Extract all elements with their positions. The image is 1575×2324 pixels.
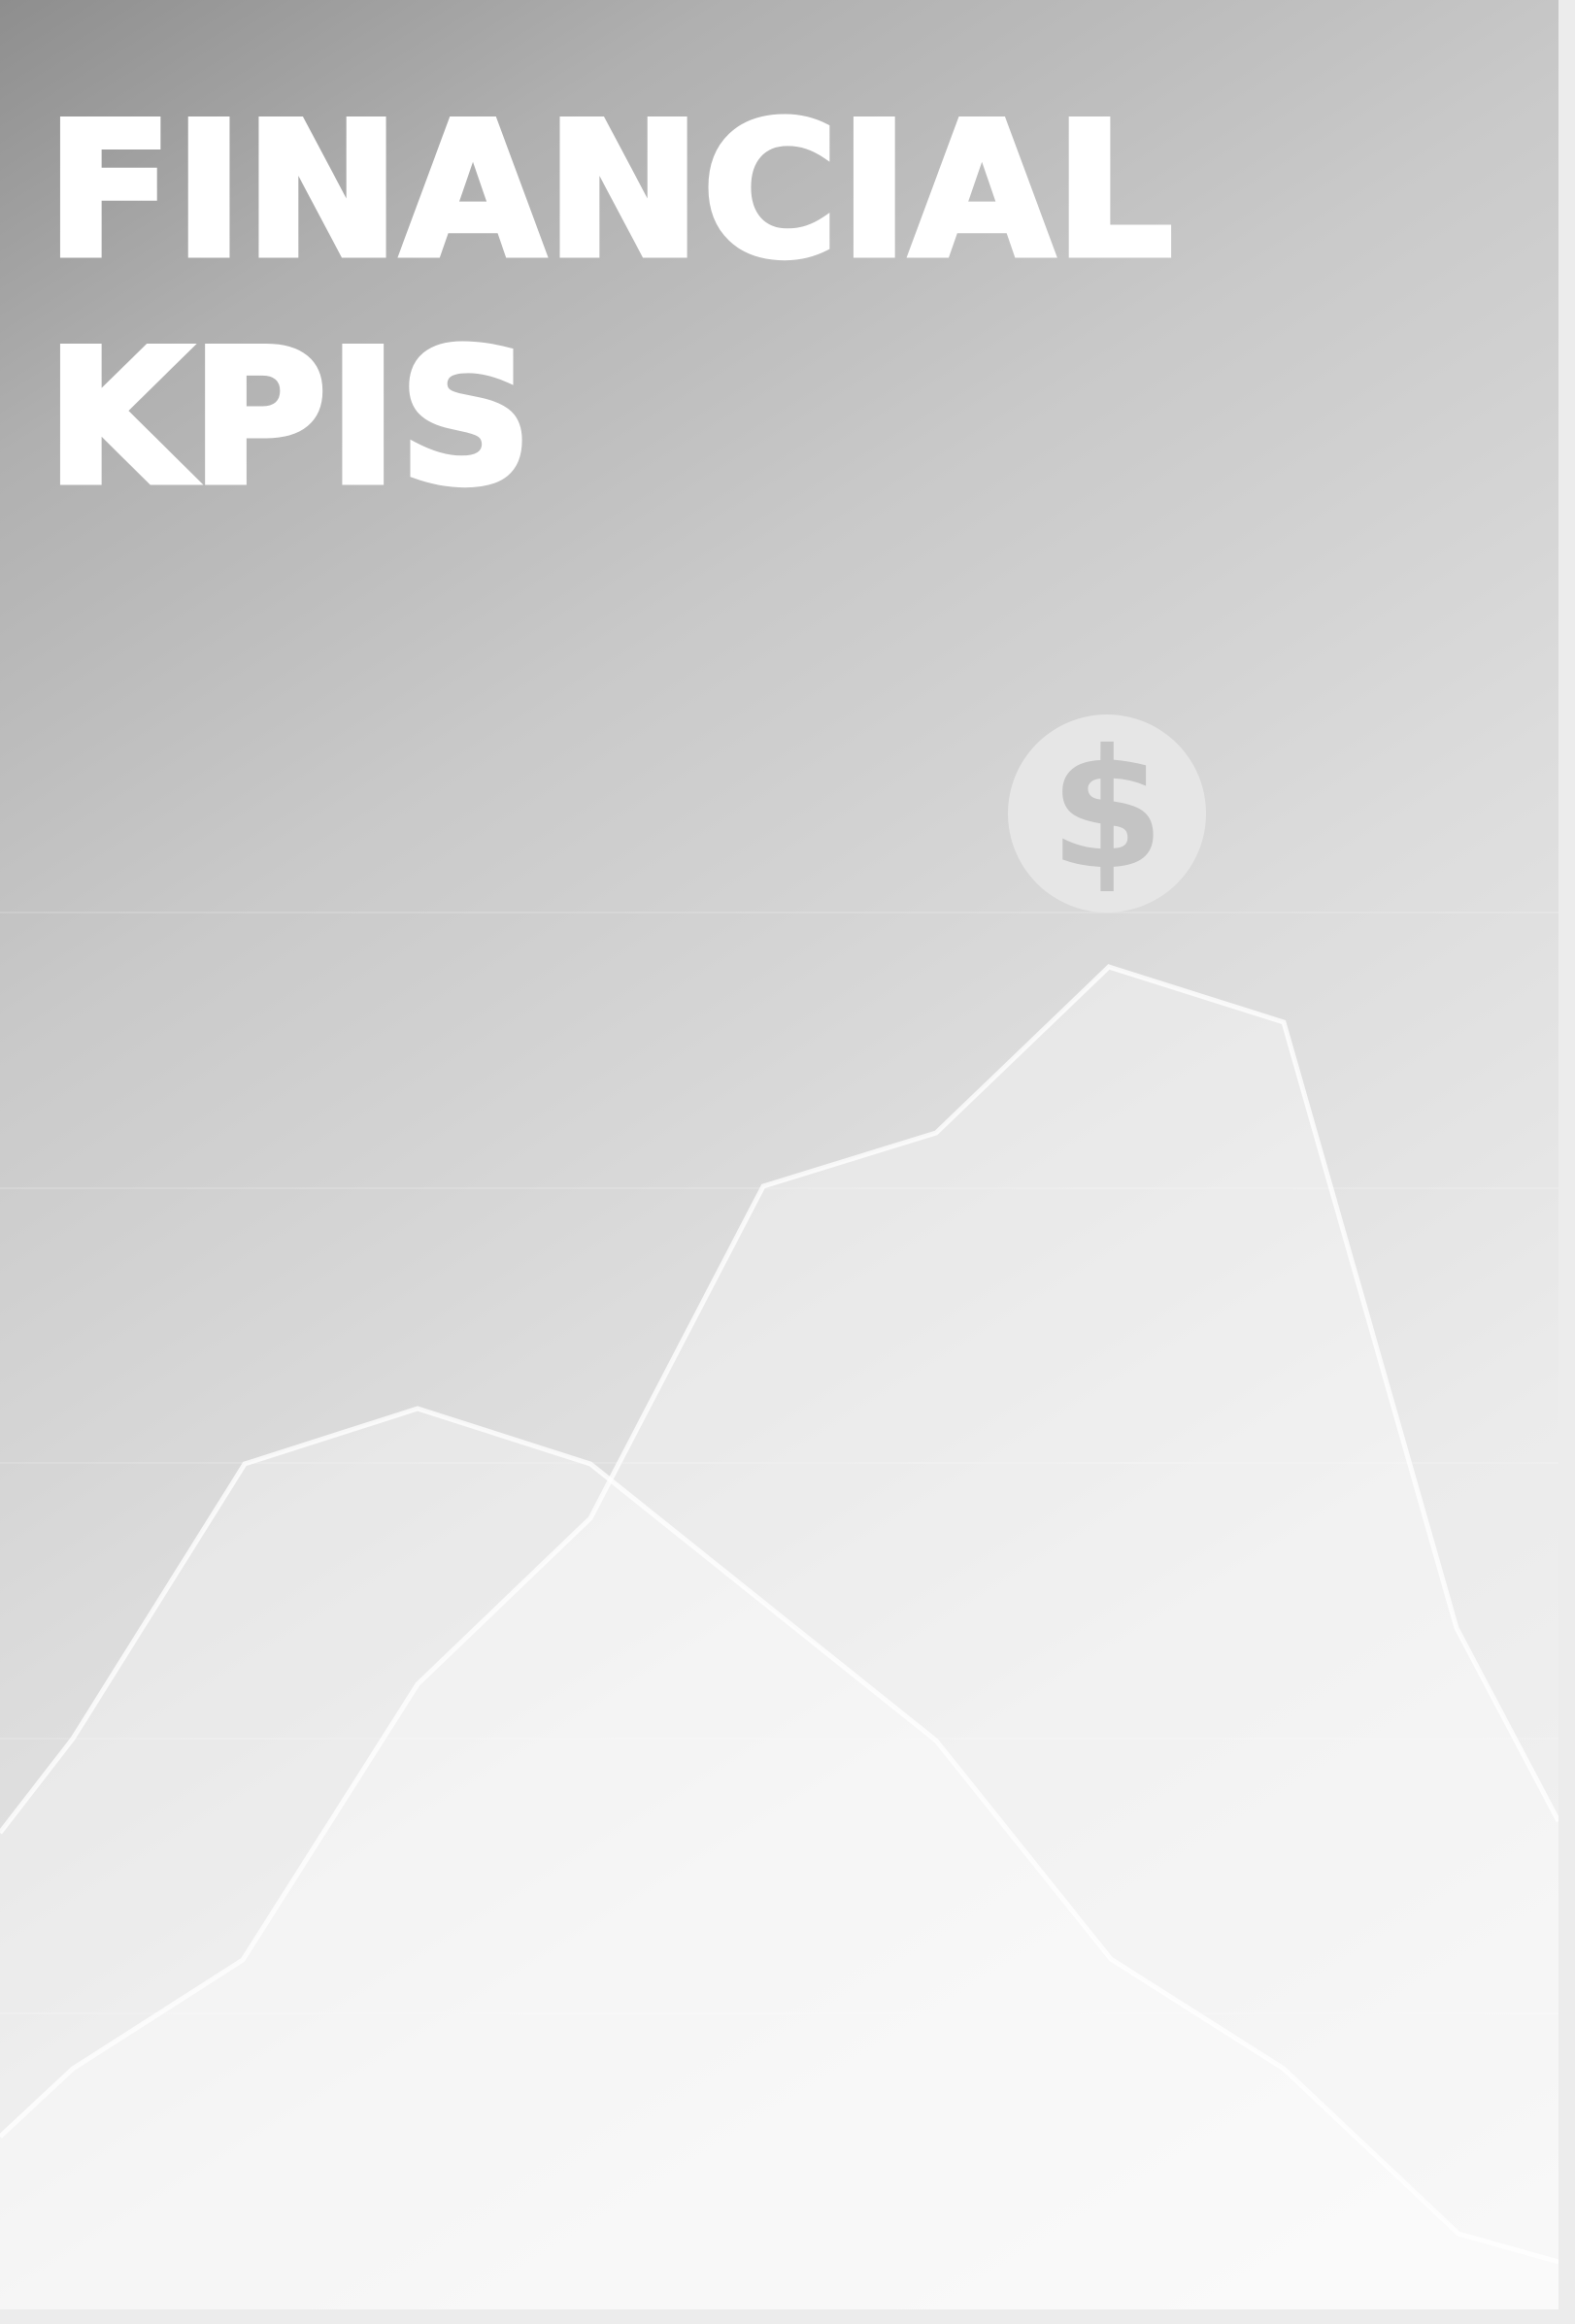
area-shape-back [0, 967, 1558, 2309]
svg-text:$: $ [1050, 714, 1164, 907]
area-outline-front [0, 1406, 1558, 2265]
title-line-2: KPIS [44, 308, 536, 529]
area-outline-back [0, 964, 1558, 2139]
page-margin-bottom [0, 2309, 1575, 2324]
title-line-1: FINANCIAL [44, 81, 1177, 302]
page-margin-right [1558, 0, 1575, 2324]
dollar-coin-icon: $ [1008, 714, 1206, 913]
area-shape-front [0, 1409, 1558, 2309]
page-title: FINANCIAL KPIS [44, 78, 1177, 532]
